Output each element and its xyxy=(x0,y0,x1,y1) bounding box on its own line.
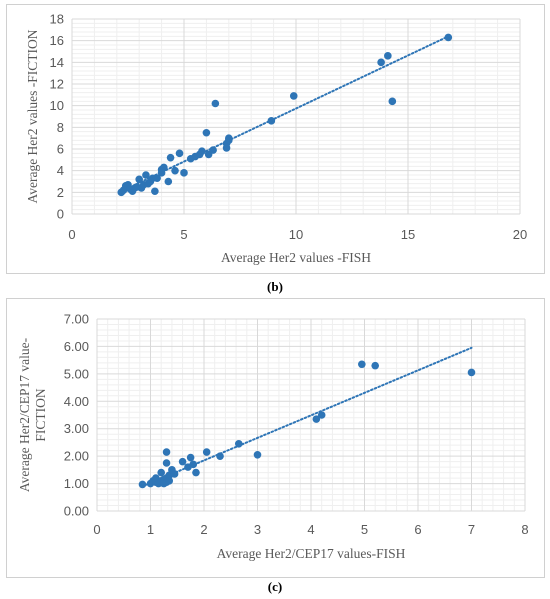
data-point xyxy=(377,58,385,67)
x-tick-label: 1 xyxy=(147,522,154,537)
data-point xyxy=(160,163,168,172)
data-point xyxy=(162,448,171,456)
data-point xyxy=(467,368,476,377)
x-tick-label: 3 xyxy=(254,522,261,537)
data-point xyxy=(216,452,224,460)
data-point xyxy=(444,33,453,42)
data-point xyxy=(138,480,147,489)
x-tick-label: 15 xyxy=(401,227,415,242)
data-point xyxy=(202,128,211,137)
y-tick-label: 2 xyxy=(57,185,64,200)
x-tick-label: 0 xyxy=(93,522,100,537)
y-tick-label: 14 xyxy=(50,55,64,70)
data-point xyxy=(164,177,173,186)
data-point xyxy=(198,147,206,155)
caption-b: (b) xyxy=(267,279,283,294)
y-tick-label: 3.00 xyxy=(64,421,89,436)
data-point xyxy=(157,468,165,477)
x-tick-label: 7 xyxy=(468,522,475,537)
y-tick-label: 0.00 xyxy=(64,504,89,519)
trendline xyxy=(141,346,473,488)
data-point xyxy=(151,187,159,196)
data-point xyxy=(142,171,150,179)
data-point xyxy=(170,470,179,478)
y-tick-label: 6 xyxy=(57,142,64,157)
data-point xyxy=(388,97,397,106)
y-tick-label: 8 xyxy=(57,120,64,135)
chart-panel-b: 0 5 10 15 20 0 2 4 6 8 10 12 14 16 18 Average Her2 valu… xyxy=(6,4,545,274)
data-point xyxy=(171,166,179,175)
grid-b xyxy=(71,18,521,215)
data-point xyxy=(192,468,200,477)
data-point xyxy=(358,360,366,369)
data-point xyxy=(189,460,198,469)
y-tick-label: 18 xyxy=(50,12,64,27)
x-tick-label: 8 xyxy=(521,522,528,537)
data-point xyxy=(384,52,392,60)
scatter-chart-b: 0 5 10 15 20 0 2 4 6 8 10 12 14 16 18 Average Her2 valu… xyxy=(25,12,527,266)
scatter-chart-c: 0 1 2 3 4 5 6 7 8 0.00 1.00 2.00 3.00 4.00 5.00 6.00 7.0… xyxy=(17,312,529,562)
data-point xyxy=(202,448,211,456)
x-tick-label: 4 xyxy=(307,522,314,537)
x-tick-label: 5 xyxy=(361,522,368,537)
chart-panel-c: 0 1 2 3 4 5 6 7 8 0.00 1.00 2.00 3.00 4.00 5.00 6.00 7.0… xyxy=(6,298,545,578)
x-tick-label: 6 xyxy=(414,522,421,537)
data-point xyxy=(178,457,187,466)
y-tick-label: 1.00 xyxy=(64,476,89,491)
y-tick-label: 4.00 xyxy=(64,394,89,409)
data-point xyxy=(165,477,174,485)
y-tick-label: 0 xyxy=(57,207,64,222)
y-axis-title: Average Her2 values -FICTION xyxy=(25,29,40,203)
data-point xyxy=(166,153,175,162)
y-tick-label: 5.00 xyxy=(64,366,89,381)
caption-c: (c) xyxy=(267,579,283,594)
data-point xyxy=(225,134,233,142)
y-axis-title: Average Her2/CEP17 value-FICTION xyxy=(17,337,48,492)
data-point xyxy=(371,361,380,370)
data-point xyxy=(209,146,217,154)
y-axis-title-line: Average Her2/CEP17 value- xyxy=(17,337,32,492)
y-tick-label: 12 xyxy=(50,77,64,92)
data-point xyxy=(211,99,220,108)
y-tick-label: 16 xyxy=(50,33,64,48)
data-point xyxy=(234,440,243,448)
x-tick-label: 20 xyxy=(513,227,527,242)
data-point xyxy=(162,459,171,467)
data-point xyxy=(289,92,298,100)
y-tick-label: 6.00 xyxy=(64,339,89,354)
y-tick-label: 7.00 xyxy=(64,312,89,327)
data-point xyxy=(253,450,262,459)
data-point xyxy=(153,174,161,183)
x-axis-title: Average Her2 values -FISH xyxy=(221,250,371,265)
trendline xyxy=(118,35,450,194)
data-point xyxy=(175,149,184,158)
data-point xyxy=(135,175,143,184)
x-tick-label: 2 xyxy=(200,522,207,537)
x-tick-label: 0 xyxy=(68,227,75,242)
data-point xyxy=(267,117,276,125)
x-tick-label: 10 xyxy=(289,227,303,242)
x-tick-label: 5 xyxy=(180,227,187,242)
points-b xyxy=(117,33,453,197)
x-axis-title: Average Her2/CEP17 values-FISH xyxy=(217,546,406,561)
y-tick-label: 10 xyxy=(50,98,64,113)
points-c xyxy=(138,360,476,489)
data-point xyxy=(180,169,188,177)
data-point xyxy=(186,453,195,462)
data-point xyxy=(312,415,321,423)
y-tick-label: 2.00 xyxy=(64,449,89,464)
grid-c xyxy=(96,318,526,512)
y-tick-label: 4 xyxy=(57,163,64,178)
data-point xyxy=(317,411,326,419)
data-point xyxy=(222,144,231,152)
y-axis-title-line: FICTION xyxy=(33,388,48,441)
